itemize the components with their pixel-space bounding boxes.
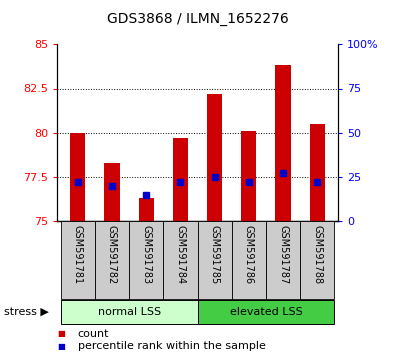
Text: GSM591785: GSM591785 [210, 225, 220, 284]
Bar [129, 221, 163, 299]
Text: stress ▶: stress ▶ [4, 307, 49, 317]
Bar [266, 221, 300, 299]
Text: GSM591787: GSM591787 [278, 225, 288, 284]
Bar [232, 221, 266, 299]
Bar [104, 163, 120, 221]
Text: normal LSS: normal LSS [98, 307, 161, 317]
Text: GSM591782: GSM591782 [107, 225, 117, 284]
Text: GSM591788: GSM591788 [312, 225, 322, 284]
Bar [207, 94, 222, 221]
Text: GSM591784: GSM591784 [175, 225, 185, 284]
Bar [310, 124, 325, 221]
Text: elevated LSS: elevated LSS [229, 307, 302, 317]
Bar [173, 138, 188, 221]
Bar [139, 198, 154, 221]
Text: GDS3868 / ILMN_1652276: GDS3868 / ILMN_1652276 [107, 12, 288, 27]
Text: GSM591783: GSM591783 [141, 225, 151, 284]
Bar [241, 131, 256, 221]
Text: GSM591786: GSM591786 [244, 225, 254, 284]
Text: GSM591781: GSM591781 [73, 225, 83, 284]
Text: percentile rank within the sample: percentile rank within the sample [78, 341, 266, 351]
Bar [95, 221, 129, 299]
Bar [61, 300, 198, 324]
Bar [198, 221, 232, 299]
Text: ■: ■ [57, 342, 65, 351]
Text: ■: ■ [57, 329, 65, 338]
Bar [275, 65, 291, 221]
Text: count: count [78, 329, 109, 339]
Bar [300, 221, 334, 299]
Bar [70, 133, 85, 221]
Bar [61, 221, 95, 299]
Bar [198, 300, 334, 324]
Bar [163, 221, 198, 299]
